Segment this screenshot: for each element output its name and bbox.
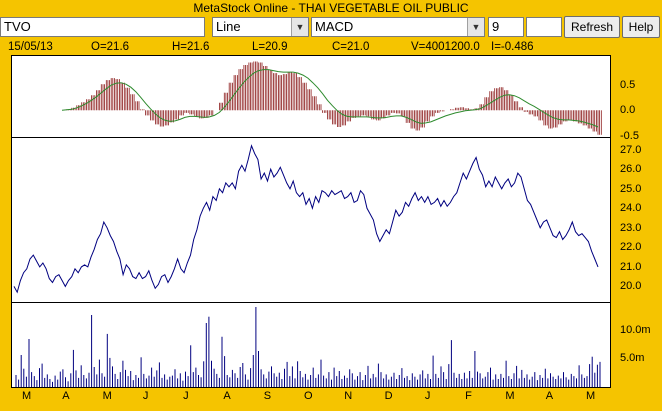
price-tick-label: 27.0 xyxy=(620,143,642,156)
info-open: O=21.6 xyxy=(91,41,130,53)
month-label: J xyxy=(424,390,431,402)
month-label: D xyxy=(384,390,393,402)
month-label: F xyxy=(465,390,472,402)
info-date: 15/05/13 xyxy=(8,41,53,53)
chevron-down-icon[interactable]: ▼ xyxy=(467,18,484,36)
chart-type-select[interactable]: Line ▼ xyxy=(212,17,309,37)
month-label: M xyxy=(102,390,112,402)
price-tick-label: 24.0 xyxy=(620,202,642,215)
price-chart xyxy=(13,144,599,294)
volume-tick-label: 10.0m xyxy=(620,323,651,336)
price-tick-label: 21.0 xyxy=(620,260,642,273)
month-label: O xyxy=(304,390,313,402)
month-label: A xyxy=(223,390,231,402)
volume-panel xyxy=(11,302,611,388)
price-tick-label: 26.0 xyxy=(620,163,642,176)
macd-signal-line xyxy=(61,69,599,128)
info-indicator: I=-0.486 xyxy=(491,41,534,53)
window-title: MetaStock Online - THAI VEGETABLE OIL PU… xyxy=(193,1,469,15)
price-line xyxy=(13,144,599,294)
info-low: L=20.9 xyxy=(252,41,288,53)
month-label: M xyxy=(586,390,596,402)
month-label: M xyxy=(22,390,32,402)
month-label: S xyxy=(263,390,272,402)
macd-tick-label: 0.5 xyxy=(620,79,636,92)
macd-chart xyxy=(61,61,602,135)
chevron-down-icon[interactable]: ▼ xyxy=(291,18,308,36)
info-high: H=21.6 xyxy=(172,41,210,53)
indicator-value: MACD xyxy=(315,19,354,34)
volume-tick-label: 5.0m xyxy=(620,352,645,365)
month-label: J xyxy=(183,390,189,402)
ohlc-info-bar: 15/05/13 O=21.6 H=21.6 L=20.9 C=21.0 V=4… xyxy=(0,40,662,54)
symbol-input[interactable]: TVO xyxy=(0,17,205,37)
info-volume: V=4001200.0 xyxy=(411,41,480,53)
price-tick-label: 25.0 xyxy=(620,182,642,195)
month-label: J xyxy=(142,390,149,402)
refresh-button[interactable]: Refresh xyxy=(564,16,620,38)
period-input[interactable]: 9 xyxy=(488,17,524,37)
extra-input[interactable] xyxy=(526,17,562,37)
indicator-select[interactable]: MACD ▼ xyxy=(311,17,485,37)
volume-chart xyxy=(15,307,601,387)
help-button[interactable]: Help xyxy=(622,16,660,38)
price-panel xyxy=(11,137,611,303)
month-label: A xyxy=(545,390,554,402)
chart-type-value: Line xyxy=(216,19,241,34)
info-close: C=21.0 xyxy=(332,41,370,53)
month-label: N xyxy=(344,390,353,402)
macd-tick-label: -0.5 xyxy=(620,129,639,142)
macd-panel xyxy=(11,55,611,138)
price-tick-label: 22.0 xyxy=(620,241,642,254)
price-tick-label: 20.0 xyxy=(620,280,642,293)
price-tick-label: 23.0 xyxy=(620,221,642,234)
month-label: M xyxy=(505,390,515,402)
macd-tick-label: 0.0 xyxy=(620,104,636,117)
month-label: A xyxy=(62,390,70,402)
